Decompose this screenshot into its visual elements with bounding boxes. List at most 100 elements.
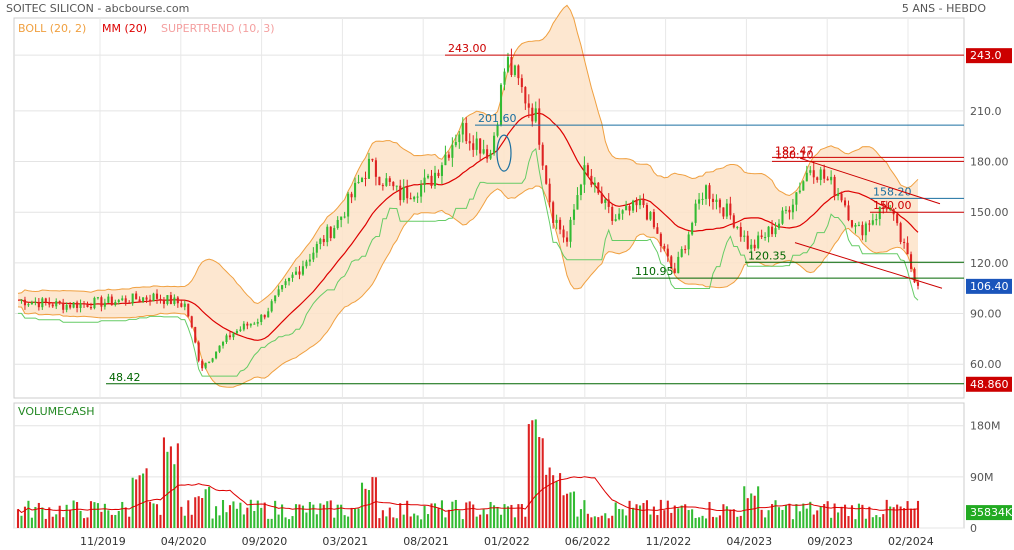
candle: [857, 224, 860, 226]
volume-bar: [360, 482, 364, 528]
candle: [656, 227, 659, 234]
candle: [360, 178, 364, 183]
candle: [520, 78, 523, 88]
candle: [847, 205, 850, 221]
volume-bar: [701, 515, 704, 528]
volume-bar: [659, 499, 662, 528]
level-tag: [966, 376, 1012, 392]
candle: [454, 142, 457, 146]
volume-y-tick-label: 90M: [970, 471, 994, 484]
volume-bar: [329, 500, 332, 528]
volume-bar: [135, 479, 138, 528]
volume-bar: [420, 519, 423, 528]
volume-bar: [381, 510, 384, 528]
volume-bar: [378, 518, 381, 528]
candle: [628, 206, 631, 211]
volume-bar: [291, 516, 294, 528]
volume-bar: [833, 503, 836, 528]
candle: [451, 145, 454, 158]
candle: [319, 238, 322, 245]
volume-bar: [218, 515, 221, 528]
volume-bar: [277, 514, 280, 528]
candle: [687, 234, 690, 250]
volume-bar: [552, 475, 555, 528]
candle: [913, 268, 916, 283]
candle: [76, 302, 79, 308]
candle: [833, 176, 836, 196]
volume-bar: [128, 516, 131, 528]
volume-bar: [208, 486, 211, 528]
candle: [590, 175, 593, 185]
volume-bar: [593, 516, 596, 528]
volume-bar: [576, 516, 579, 528]
volume-bar: [221, 500, 225, 528]
volume-bar: [555, 481, 558, 528]
candle: [805, 172, 808, 182]
volume-bar: [718, 515, 721, 528]
candle: [176, 297, 179, 304]
level-tag-label: 48.860: [970, 378, 1009, 391]
volume-bar: [166, 451, 169, 528]
candle: [281, 285, 284, 290]
volume-bar: [527, 424, 530, 528]
volume-bar: [559, 473, 562, 528]
volume-bar: [395, 518, 398, 528]
candle: [340, 216, 343, 220]
y-tick-label: 90.00: [970, 308, 1002, 321]
volume-bar: [704, 518, 708, 528]
candle: [110, 296, 113, 306]
volume-bar: [409, 516, 412, 528]
candle: [538, 108, 541, 145]
candle: [809, 170, 812, 173]
volume-bar: [736, 516, 739, 528]
volume-bar: [340, 504, 343, 528]
candle: [201, 360, 204, 369]
volume-bar: [611, 515, 614, 528]
candle: [27, 304, 30, 306]
volume-bar: [298, 504, 301, 528]
candle: [559, 219, 562, 230]
candle: [253, 323, 256, 325]
volume-bar: [270, 518, 273, 528]
candle: [739, 226, 742, 237]
candle: [298, 271, 301, 275]
candle: [725, 203, 728, 217]
volume-bar: [638, 505, 642, 528]
volume-bar: [482, 509, 485, 528]
level-label: 110.95: [635, 265, 674, 278]
candle: [117, 300, 120, 303]
volume-bar: [538, 437, 541, 528]
candle: [294, 271, 298, 275]
volume-bar: [520, 504, 523, 528]
candle: [788, 209, 791, 213]
volume-title: VOLUMECASH: [18, 405, 95, 418]
volume-bar: [347, 516, 350, 528]
volume-bar: [399, 503, 402, 528]
volume-bar: [656, 515, 659, 528]
candle: [666, 248, 669, 257]
candle: [593, 182, 596, 185]
volume-bar: [159, 514, 162, 528]
candle: [791, 204, 794, 213]
volume-bar: [861, 504, 864, 528]
candle: [698, 199, 701, 204]
candle: [197, 342, 200, 361]
volume-bar: [586, 513, 589, 528]
volume-bar: [771, 504, 774, 528]
volume-bar: [642, 502, 645, 528]
level-label: 201.60: [478, 112, 517, 125]
volume-bar: [784, 505, 787, 528]
candle: [684, 249, 687, 251]
volume-bar: [913, 508, 916, 528]
supertrend-line: [18, 147, 919, 377]
volume-bar: [249, 499, 252, 528]
volume-bar: [433, 503, 437, 528]
candle: [37, 301, 40, 308]
candle: [875, 219, 878, 221]
candle: [743, 235, 746, 237]
volume-bar: [20, 515, 23, 528]
candle: [458, 134, 461, 143]
volume-bar: [777, 507, 781, 528]
candle: [510, 57, 513, 75]
volume-bar: [267, 518, 270, 528]
